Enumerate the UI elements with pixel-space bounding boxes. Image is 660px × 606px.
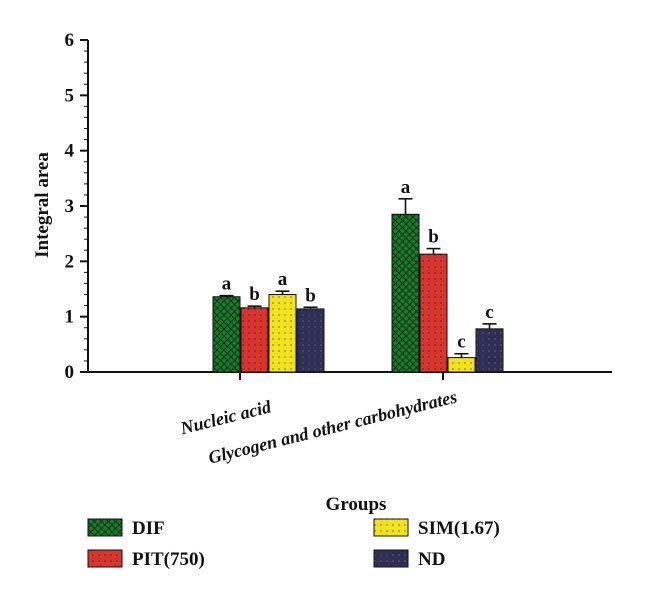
legend-label: SIM(1.67) bbox=[418, 518, 500, 539]
x-axis-title: Groups bbox=[326, 494, 387, 515]
y-tick-label: 2 bbox=[65, 251, 75, 272]
significance-label: b bbox=[305, 285, 316, 306]
y-tick-label: 4 bbox=[65, 141, 75, 162]
y-tick-label: 3 bbox=[65, 196, 75, 217]
y-tick-label: 0 bbox=[65, 362, 75, 383]
bar-pit-750- bbox=[240, 307, 269, 373]
significance-label: a bbox=[401, 177, 411, 198]
bar-pit-750- bbox=[419, 253, 448, 373]
bar-nd bbox=[296, 308, 325, 373]
y-tick-label: 6 bbox=[65, 30, 75, 51]
significance-label: c bbox=[457, 332, 465, 353]
x-category-label: Glycogen and other carbohydrates bbox=[206, 386, 459, 467]
axes: 0 1 2 3 4 5 6 bbox=[65, 30, 612, 383]
significance-label: b bbox=[428, 227, 439, 248]
legend-label: PIT(750) bbox=[132, 549, 205, 570]
legend: DIF PIT(750) SIM(1.67) ND bbox=[87, 518, 500, 570]
x-category-label: Nucleic acid bbox=[177, 396, 274, 438]
significance-label: a bbox=[278, 269, 288, 290]
legend-swatch bbox=[87, 549, 123, 568]
significance-label: a bbox=[222, 274, 232, 295]
y-tick-label: 5 bbox=[65, 85, 75, 106]
legend-label: DIF bbox=[132, 518, 165, 539]
y-axis-title: Integral area bbox=[32, 152, 53, 258]
bar-nd bbox=[475, 328, 504, 373]
significance-label: c bbox=[485, 302, 493, 323]
bar-sim-1-67- bbox=[447, 357, 476, 373]
legend-label: ND bbox=[418, 549, 445, 570]
bar-dif bbox=[212, 296, 241, 373]
y-tick-label: 1 bbox=[65, 307, 75, 328]
legend-swatch bbox=[373, 549, 409, 568]
legend-swatch bbox=[87, 518, 123, 537]
bar-sim-1-67- bbox=[268, 294, 297, 373]
bar-dif bbox=[391, 213, 420, 373]
significance-label: b bbox=[249, 284, 260, 305]
legend-swatch bbox=[373, 518, 409, 537]
